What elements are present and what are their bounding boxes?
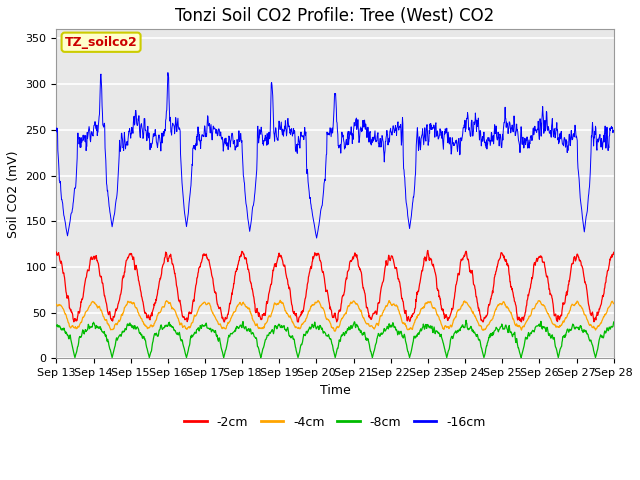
Y-axis label: Soil CO2 (mV): Soil CO2 (mV) [7, 150, 20, 238]
Text: TZ_soilco2: TZ_soilco2 [65, 36, 138, 49]
X-axis label: Time: Time [319, 384, 350, 397]
Title: Tonzi Soil CO2 Profile: Tree (West) CO2: Tonzi Soil CO2 Profile: Tree (West) CO2 [175, 7, 495, 25]
Legend: -2cm, -4cm, -8cm, -16cm: -2cm, -4cm, -8cm, -16cm [179, 411, 491, 434]
